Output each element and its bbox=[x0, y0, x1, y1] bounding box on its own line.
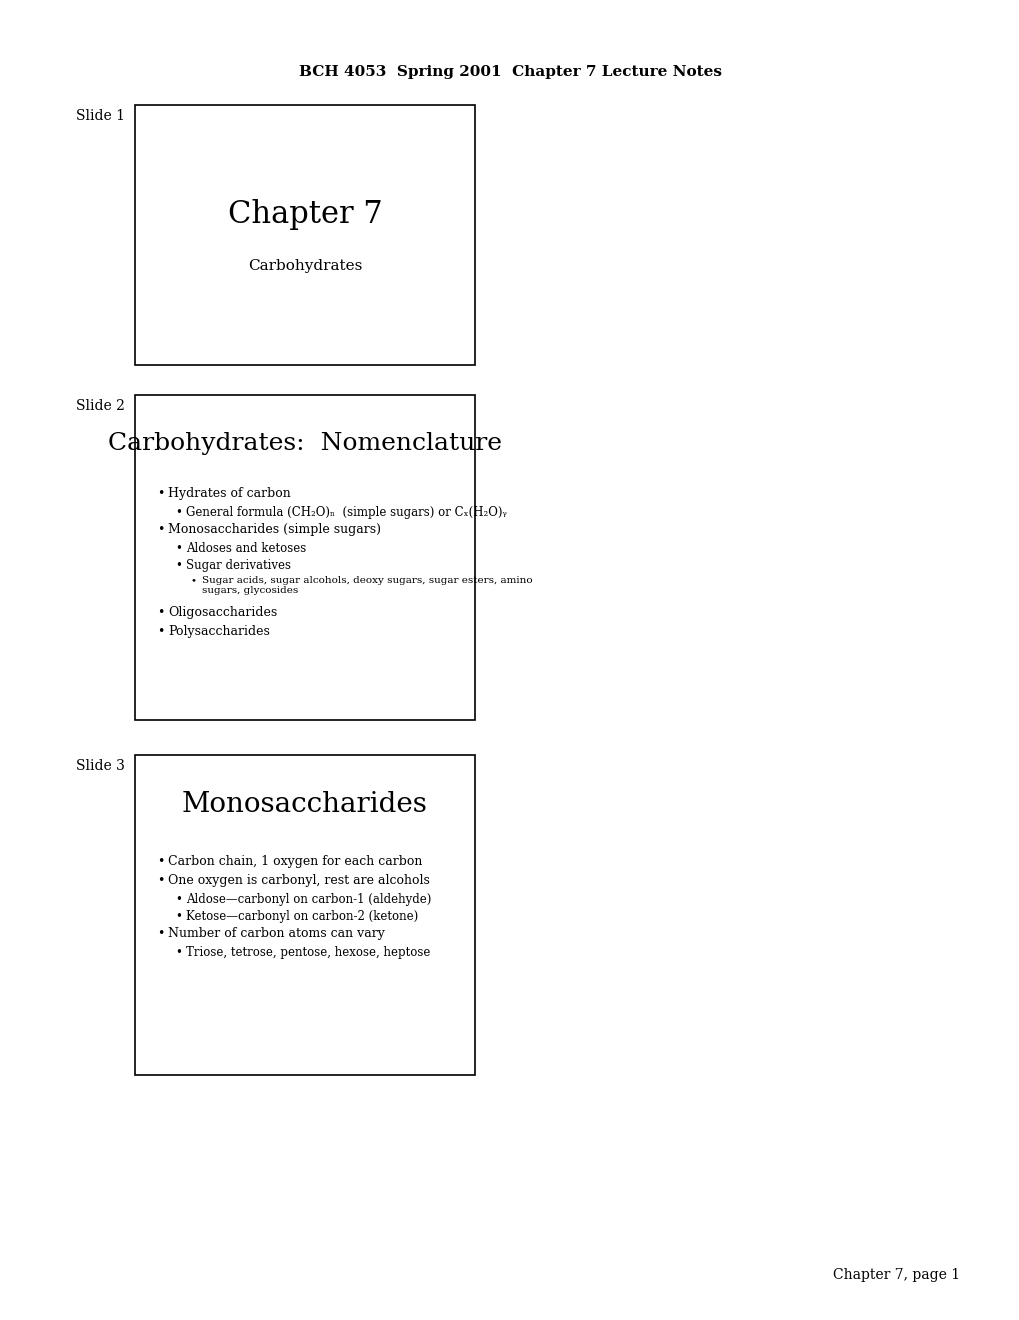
Text: Ketose—carbonyl on carbon-2 (ketone): Ketose—carbonyl on carbon-2 (ketone) bbox=[185, 909, 418, 923]
Text: Carbohydrates:  Nomenclature: Carbohydrates: Nomenclature bbox=[108, 432, 501, 454]
Text: •: • bbox=[175, 558, 181, 572]
Text: Triose, tetrose, pentose, hexose, heptose: Triose, tetrose, pentose, hexose, heptos… bbox=[185, 946, 430, 960]
Text: •: • bbox=[157, 487, 164, 500]
Text: •: • bbox=[157, 606, 164, 619]
Text: Chapter 7, page 1: Chapter 7, page 1 bbox=[833, 1269, 959, 1282]
Text: BCH 4053  Spring 2001  Chapter 7 Lecture Notes: BCH 4053 Spring 2001 Chapter 7 Lecture N… bbox=[299, 65, 720, 79]
Text: •: • bbox=[157, 624, 164, 638]
Text: •: • bbox=[175, 543, 181, 554]
Text: Chapter 7: Chapter 7 bbox=[227, 199, 382, 230]
Text: Monosaccharides: Monosaccharides bbox=[181, 792, 428, 818]
Text: •: • bbox=[191, 576, 197, 585]
Text: Sugar derivatives: Sugar derivatives bbox=[185, 558, 290, 572]
Text: Slide 3: Slide 3 bbox=[76, 759, 125, 774]
Text: Hydrates of carbon: Hydrates of carbon bbox=[168, 487, 290, 500]
Text: Number of carbon atoms can vary: Number of carbon atoms can vary bbox=[168, 927, 384, 940]
Text: Slide 2: Slide 2 bbox=[76, 399, 125, 413]
Text: •: • bbox=[157, 874, 164, 887]
Bar bbox=[135, 755, 475, 1074]
Text: Polysaccharides: Polysaccharides bbox=[168, 624, 270, 638]
Text: Carbohydrates: Carbohydrates bbox=[248, 259, 362, 273]
Text: •: • bbox=[157, 927, 164, 940]
Text: •: • bbox=[175, 506, 181, 519]
Text: Aldoses and ketoses: Aldoses and ketoses bbox=[185, 543, 306, 554]
Text: One oxygen is carbonyl, rest are alcohols: One oxygen is carbonyl, rest are alcohol… bbox=[168, 874, 429, 887]
Bar bbox=[135, 395, 475, 719]
Text: Slide 1: Slide 1 bbox=[76, 110, 125, 123]
Text: Aldose—carbonyl on carbon-1 (aldehyde): Aldose—carbonyl on carbon-1 (aldehyde) bbox=[185, 894, 431, 906]
Text: General formula (CH₂O)ₙ  (simple sugars) or Cₓ(H₂O)ᵧ: General formula (CH₂O)ₙ (simple sugars) … bbox=[185, 506, 506, 519]
Text: •: • bbox=[157, 523, 164, 536]
Text: •: • bbox=[175, 909, 181, 923]
Text: Sugar acids, sugar alcohols, deoxy sugars, sugar esters, amino
sugars, glycoside: Sugar acids, sugar alcohols, deoxy sugar… bbox=[202, 576, 532, 595]
Bar bbox=[135, 106, 475, 366]
Text: Carbon chain, 1 oxygen for each carbon: Carbon chain, 1 oxygen for each carbon bbox=[168, 855, 422, 869]
Text: •: • bbox=[157, 855, 164, 869]
Text: •: • bbox=[175, 894, 181, 906]
Text: Monosaccharides (simple sugars): Monosaccharides (simple sugars) bbox=[168, 523, 381, 536]
Text: •: • bbox=[175, 946, 181, 960]
Text: Oligosaccharides: Oligosaccharides bbox=[168, 606, 277, 619]
